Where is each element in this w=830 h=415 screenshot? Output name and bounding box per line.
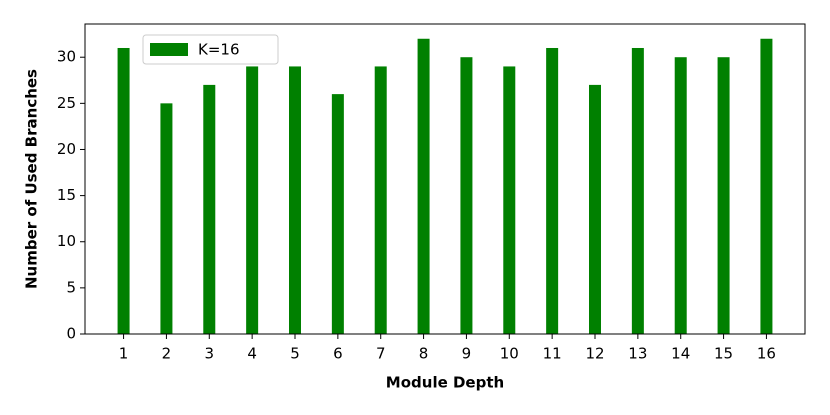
x-tick-label: 5 bbox=[290, 345, 300, 363]
y-tick-label: 25 bbox=[57, 94, 76, 112]
bar bbox=[160, 103, 173, 334]
bar bbox=[631, 47, 644, 334]
y-tick-label: 20 bbox=[57, 140, 76, 158]
x-tick-label: 1 bbox=[119, 345, 129, 363]
bar bbox=[674, 57, 687, 334]
x-tick-label: 12 bbox=[585, 345, 604, 363]
bar bbox=[717, 57, 730, 334]
y-tick-label: 0 bbox=[66, 325, 76, 343]
x-tick-label: 11 bbox=[543, 345, 562, 363]
plot-frame bbox=[84, 23, 806, 335]
bar bbox=[374, 66, 387, 334]
x-axis-label: Module Depth bbox=[386, 374, 504, 392]
bar bbox=[589, 84, 601, 335]
bar bbox=[203, 84, 216, 335]
x-tick-label: 16 bbox=[757, 345, 776, 363]
y-axis-label: Number of Used Branches bbox=[23, 69, 41, 289]
legend-label: K=16 bbox=[198, 41, 240, 59]
y-tick-label: 10 bbox=[57, 232, 76, 250]
x-tick-label: 14 bbox=[671, 345, 690, 363]
legend-box bbox=[142, 34, 279, 65]
bar bbox=[460, 57, 473, 334]
bar bbox=[289, 66, 301, 334]
x-tick-label: 13 bbox=[628, 345, 647, 363]
x-tick-label: 4 bbox=[247, 345, 257, 363]
legend-swatch bbox=[150, 43, 188, 56]
x-tick-label: 2 bbox=[162, 345, 172, 363]
x-tick-label: 15 bbox=[714, 345, 733, 363]
x-tick-label: 3 bbox=[205, 345, 215, 363]
x-tick-label: 10 bbox=[500, 345, 519, 363]
bar bbox=[760, 38, 773, 335]
y-tick-label: 5 bbox=[66, 278, 76, 296]
y-tick-label: 30 bbox=[57, 48, 76, 66]
bar bbox=[546, 47, 559, 334]
bar bbox=[417, 38, 430, 335]
bar bbox=[246, 66, 259, 334]
x-tick-label: 7 bbox=[376, 345, 386, 363]
bar bbox=[117, 47, 130, 334]
x-tick-label: 6 bbox=[333, 345, 343, 363]
x-tick-label: 9 bbox=[462, 345, 472, 363]
bar bbox=[503, 66, 516, 334]
x-tick-label: 8 bbox=[419, 345, 429, 363]
y-tick-label: 15 bbox=[57, 186, 76, 204]
bar bbox=[331, 94, 344, 334]
